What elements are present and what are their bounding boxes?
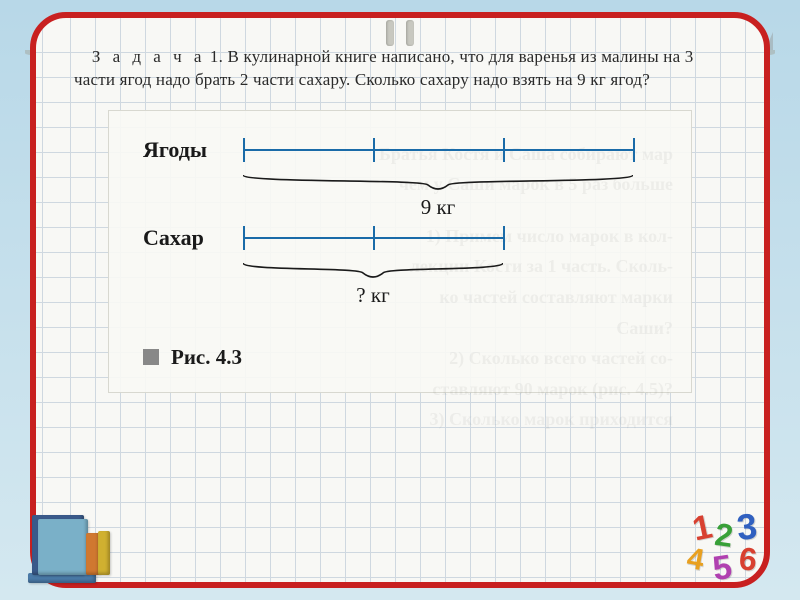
book-spine	[380, 20, 420, 46]
row-label-sugar: Сахар	[143, 225, 243, 251]
decoration-books	[26, 501, 116, 586]
bar-berries	[243, 138, 657, 162]
brace-bottom: ? кг	[243, 261, 657, 309]
row-label-berries: Ягоды	[143, 137, 243, 163]
problem-statement: З а д а ч а 1. В кулинарной книге написа…	[74, 46, 726, 92]
decoration-numbers: 123456	[679, 501, 774, 586]
figure-caption-text: Рис. 4.3	[171, 345, 242, 370]
diagram: Братья Костя и Саша собирают марчем у Са…	[108, 110, 692, 393]
figure-caption: Рис. 4.3	[143, 345, 657, 370]
problem-number: 1.	[210, 47, 223, 66]
bar-sugar	[243, 226, 657, 250]
brace-bottom-row: ? кг	[143, 261, 657, 309]
ghost-bleed-2: 1) Примем число марок в кол-лекции Кости…	[410, 221, 673, 435]
brace-top: 9 кг	[243, 173, 657, 221]
brace-top-row: 9 кг	[143, 173, 657, 221]
diagram-row-berries: Ягоды	[143, 137, 657, 163]
figure-bullet-icon	[143, 349, 159, 365]
page-frame: З а д а ч а 1. В кулинарной книге написа…	[30, 12, 770, 588]
diagram-row-sugar: Сахар	[143, 225, 657, 251]
problem-prefix: З а д а ч а	[92, 47, 206, 66]
